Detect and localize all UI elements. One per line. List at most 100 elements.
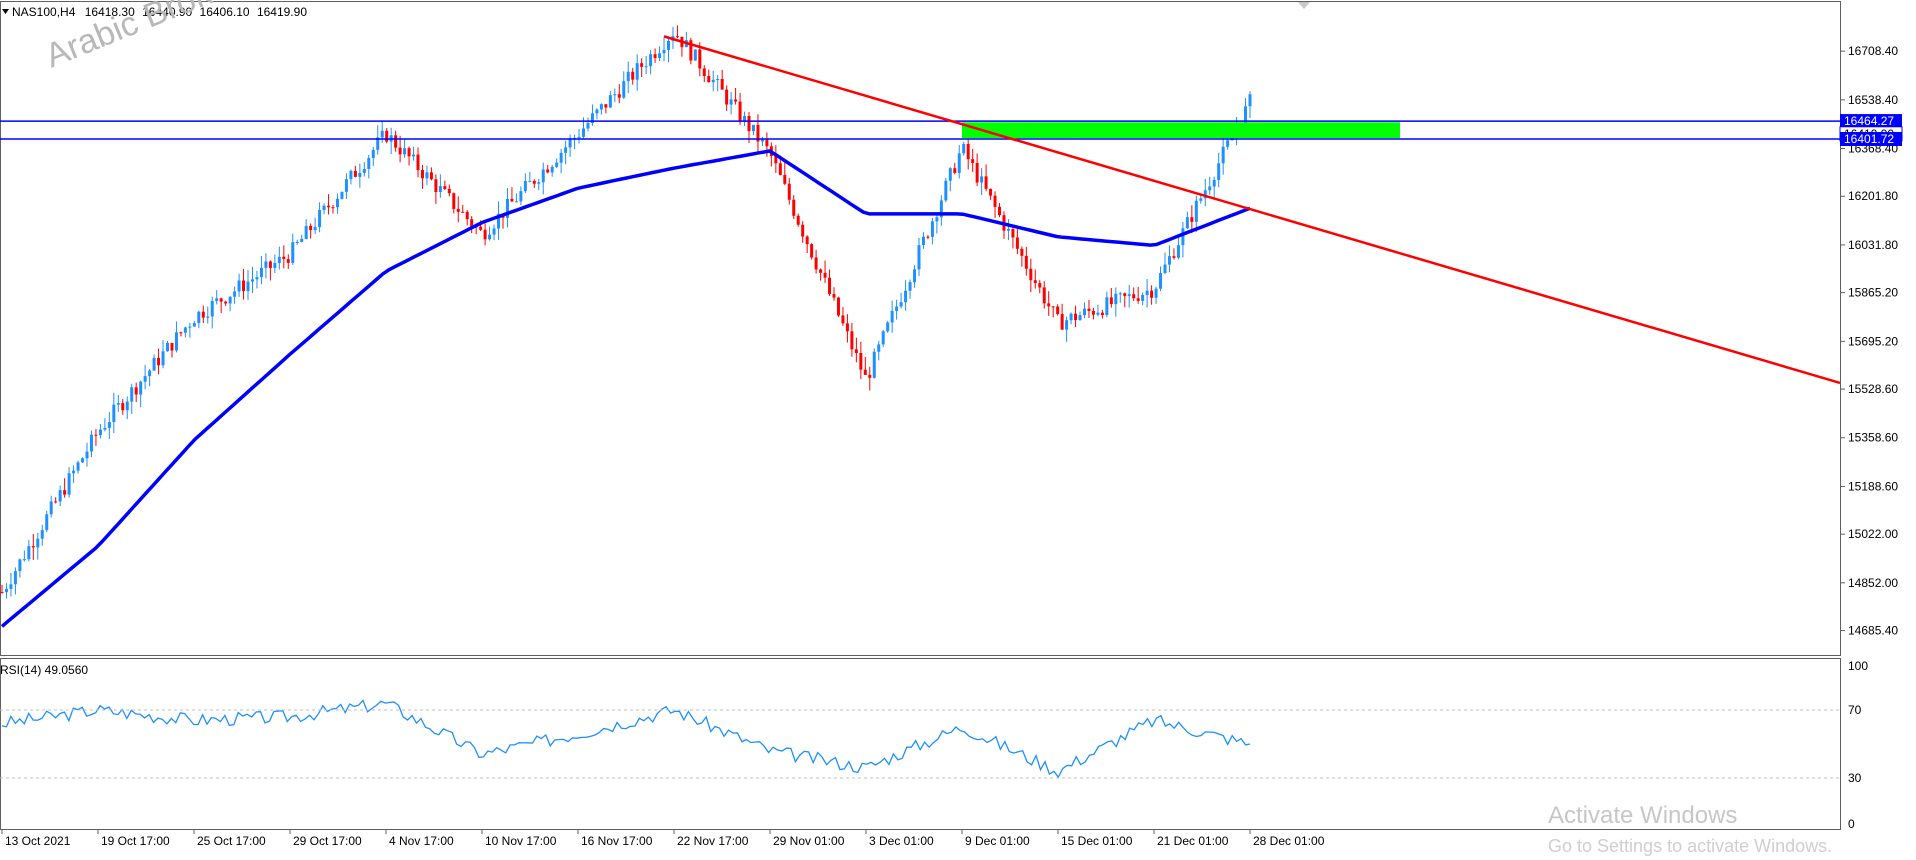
candle-bear: [805, 236, 809, 245]
candle-bull: [103, 427, 107, 430]
candle-bear: [179, 332, 183, 334]
candle-bull: [881, 331, 885, 345]
candle-bear: [268, 261, 272, 268]
candle-bear: [738, 101, 742, 121]
candle-bear: [845, 323, 849, 332]
candle-bear: [1190, 217, 1194, 222]
candle-bear: [63, 490, 67, 495]
candle-bear: [1150, 290, 1154, 298]
candle-bull: [1203, 190, 1207, 199]
candle-bear: [801, 224, 805, 237]
candle-bull: [246, 281, 250, 292]
rsi-axis-label: 100: [1848, 659, 1868, 673]
candle-bull: [716, 78, 720, 80]
candle-bull: [1082, 308, 1086, 316]
candle-bear: [984, 176, 988, 189]
candle-bull: [425, 172, 429, 179]
candle-bull: [9, 584, 13, 589]
price-axis-label: 15022.00: [1848, 527, 1898, 541]
candle-bull: [944, 180, 948, 201]
candle-bull: [438, 186, 442, 193]
candle-bull: [362, 169, 366, 173]
candle-bear: [134, 387, 138, 395]
candle-bull: [1199, 198, 1203, 201]
candle-bear: [653, 54, 657, 58]
candle-bear: [998, 206, 1002, 216]
candle-bull: [81, 458, 85, 463]
candle-bear: [1051, 306, 1055, 308]
candle-bull: [921, 236, 925, 246]
candle-bear: [1109, 297, 1113, 305]
candle-bear: [989, 188, 993, 196]
time-axis-label: 10 Nov 17:00: [485, 834, 557, 848]
price-axis-label: 16031.80: [1848, 238, 1898, 252]
candle-bear: [1020, 248, 1024, 256]
candle-bear: [452, 193, 456, 209]
candle-bull: [376, 137, 380, 150]
candle-bear: [1038, 283, 1042, 288]
candle-bull: [541, 169, 545, 183]
candle-bear: [479, 226, 483, 230]
candle-bear: [407, 148, 411, 157]
price-tag-label: 16401.72: [1844, 132, 1894, 146]
candle-bear: [394, 135, 398, 148]
candle-bear: [765, 139, 769, 147]
price-tag-label: 16464.27: [1844, 114, 1894, 128]
candle-bull: [980, 176, 984, 183]
candle-bull: [183, 327, 187, 333]
candle-bear: [1029, 268, 1033, 281]
rsi-axis-label: 30: [1848, 771, 1862, 785]
rsi-panel-frame: [0, 658, 1841, 830]
candle-bear: [926, 236, 930, 238]
candle-bull: [1065, 320, 1069, 330]
candle-bull: [523, 181, 527, 192]
candle-bull: [497, 213, 501, 229]
candle-bull: [635, 63, 639, 80]
price-axis-label: 14852.00: [1848, 576, 1898, 590]
shift-marker-icon[interactable]: [1298, 2, 1310, 9]
candle-bull: [872, 351, 876, 378]
time-axis-label: 9 Dec 01:00: [965, 834, 1030, 848]
candle-bull: [403, 148, 407, 155]
time-axis-label: 29 Oct 17:00: [293, 834, 362, 848]
candle-bear: [819, 269, 823, 273]
candle-bear: [94, 434, 98, 436]
candle-bull: [1167, 256, 1171, 265]
candle-bear: [993, 195, 997, 207]
candle-bear: [1132, 294, 1136, 299]
candle-bull: [45, 514, 49, 531]
candle-bull: [197, 311, 201, 324]
candle-bear: [416, 154, 420, 170]
candle-bull: [666, 40, 670, 50]
candle-bear: [702, 68, 706, 77]
moving-average-line: [0, 149, 1251, 628]
candle-bear: [971, 159, 975, 163]
candle-bear: [1060, 313, 1064, 330]
downtrend-line[interactable]: [663, 35, 1841, 385]
candle-bear: [707, 76, 711, 83]
price-axis-label: 16708.40: [1848, 44, 1898, 58]
candle-bull: [608, 95, 612, 108]
time-axis-label: 22 Nov 17:00: [677, 834, 749, 848]
candle-bear: [429, 172, 433, 180]
candle-bear: [420, 169, 424, 179]
candle-bull: [300, 238, 304, 242]
candle-bull: [152, 357, 156, 371]
candle-bull: [412, 154, 416, 157]
candle-bull: [751, 124, 755, 132]
candle-bear: [792, 199, 796, 216]
candle-bull: [143, 376, 147, 382]
price-tag-box: [1840, 131, 1902, 146]
candle-bear: [483, 229, 487, 240]
candle-bull: [899, 302, 903, 307]
support-zone[interactable]: [962, 122, 1400, 139]
price-axis-label: 16201.80: [1848, 189, 1898, 203]
candle-bear: [1091, 310, 1095, 315]
candle-bear: [546, 169, 550, 173]
candle-bull: [1141, 295, 1145, 301]
time-axis-label: 19 Oct 17:00: [101, 834, 170, 848]
chart-menu-triangle-icon[interactable]: [2, 9, 9, 14]
time-axis-label: 21 Dec 01:00: [1157, 834, 1229, 848]
candle-bear: [385, 130, 389, 142]
